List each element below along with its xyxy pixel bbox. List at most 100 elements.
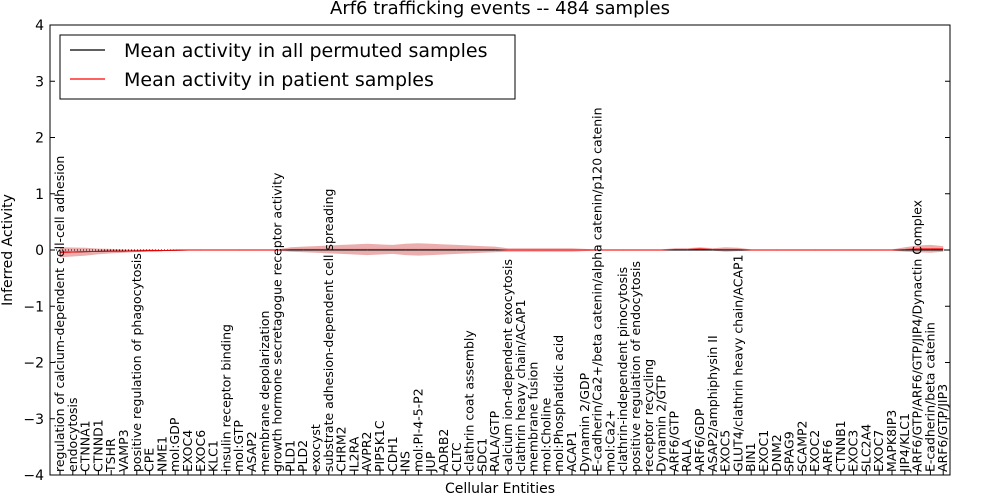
x-category-label: EXOC2 bbox=[807, 430, 822, 472]
series-1-segment bbox=[738, 248, 752, 251]
x-category-label: membrane fusion bbox=[526, 362, 541, 472]
legend-box bbox=[59, 34, 516, 100]
x-category-label: BIN1 bbox=[743, 442, 758, 472]
x-category-label: SCAMP2 bbox=[794, 421, 809, 473]
y-axis-label: Inferred Activity bbox=[0, 194, 16, 306]
x-category-label: RALA bbox=[679, 439, 694, 472]
y-tick-layer: 4 3 2 1 0 −1 −2 −3 −4 bbox=[23, 18, 950, 484]
x-category-label: insulin receptor binding bbox=[218, 324, 233, 472]
legend: Mean activity in all permuted samples Me… bbox=[59, 34, 516, 100]
x-category-label: mol:GTP bbox=[231, 420, 246, 472]
x-category-label: TSHR bbox=[103, 438, 118, 473]
x-category-label: EXOC4 bbox=[180, 430, 195, 472]
x-category-label: Dynamin 2/GTP bbox=[654, 375, 669, 472]
x-axis-label: Cellular Entities bbox=[445, 481, 555, 497]
x-category-label: EXOC6 bbox=[193, 430, 208, 472]
y-tick-label: −4 bbox=[23, 468, 44, 484]
x-category-label: EXOC3 bbox=[846, 430, 861, 472]
x-category-label: JIP4/KLC1 bbox=[897, 413, 912, 473]
x-category-label: GLUT4/clathrin heavy chain/ACAP1 bbox=[730, 254, 745, 472]
series-1-segment bbox=[699, 248, 713, 250]
x-category-label: clathrin heavy chain/ACAP1 bbox=[513, 299, 528, 472]
series-1-segment bbox=[891, 248, 905, 251]
x-category-label: IL2RA bbox=[346, 436, 361, 472]
x-category-label: ARF6/GTP bbox=[666, 411, 681, 472]
x-category-label: RALA/GTP bbox=[487, 410, 502, 472]
x-category-label: receptor recycling bbox=[641, 359, 656, 472]
y-tick-label: 2 bbox=[35, 131, 44, 147]
x-category-label: ARF6/GTP/JIP3 bbox=[935, 384, 950, 472]
x-category-label: mol:GDP bbox=[167, 417, 182, 472]
x-category-label: PLD1 bbox=[282, 440, 297, 472]
x-category-label: clathrin coat assembly bbox=[462, 330, 477, 472]
x-category-label: SPAG9 bbox=[782, 431, 797, 472]
x-category-label: CLTC bbox=[449, 442, 464, 472]
series-1-segment bbox=[495, 248, 509, 251]
y-tick-label: 3 bbox=[35, 74, 44, 90]
x-category-label: E-cadherin/beta catenin bbox=[922, 322, 937, 472]
x-category-label: exocyst bbox=[308, 424, 323, 472]
y-tick-label: 1 bbox=[35, 187, 44, 203]
x-category-label: SLC2A4 bbox=[858, 424, 873, 472]
x-category-label: regulation of calcium-dependent cell-cel… bbox=[52, 156, 67, 472]
x-category-label: ARF6/GTP/ARF6/GTP/JIP4/Dynactin Complex bbox=[910, 200, 925, 472]
x-category-label: clathrin-independent pinocytosis bbox=[615, 267, 630, 472]
x-category-label: mol:Ca2+ bbox=[602, 410, 617, 472]
x-category-label: calcium ion-dependent exocytosis bbox=[500, 259, 515, 472]
x-category-label: CTNNB1 bbox=[833, 420, 848, 472]
x-category-label: ARF6/GDP bbox=[692, 408, 707, 472]
x-category-layer: regulation of calcium-dependent cell-cel… bbox=[52, 107, 950, 475]
x-category-label: MAPK8IP3 bbox=[884, 410, 899, 472]
x-category-label: PIP5K1C bbox=[372, 420, 387, 472]
x-category-label: positive regulation of endocytosis bbox=[628, 261, 643, 472]
x-category-label: growth hormone secretagogue receptor act… bbox=[270, 172, 285, 472]
x-category-label: JUP bbox=[423, 451, 438, 473]
y-tick-label: −1 bbox=[23, 299, 44, 315]
x-category-label: PLD2 bbox=[295, 440, 310, 472]
x-category-label: Dynamin 2/GDP bbox=[577, 372, 592, 472]
x-category-label: mol:PI-4-5-P2 bbox=[410, 388, 425, 472]
x-category-label: endocytosis bbox=[65, 397, 80, 472]
x-category-label: ACAP1 bbox=[564, 431, 579, 472]
x-category-label: EXOC5 bbox=[718, 430, 733, 472]
x-category-label: EXOC7 bbox=[871, 430, 886, 472]
x-category-label: substrate adhesion-dependent cell spread… bbox=[321, 189, 336, 472]
x-category-label: INS bbox=[398, 451, 413, 472]
x-category-label: membrane depolarization bbox=[257, 311, 272, 472]
x-category-label: mol:Choline bbox=[538, 397, 553, 472]
x-category-label: ARF6 bbox=[820, 440, 835, 472]
x-category-label: E-cadherin/Ca2+/beta catenin/alpha caten… bbox=[590, 107, 605, 472]
plot-frame bbox=[49, 24, 951, 476]
series-1-segment bbox=[277, 248, 291, 251]
x-category-label: CDH1 bbox=[385, 436, 400, 472]
x-category-label: CPE bbox=[142, 448, 157, 472]
x-category-label: CTNND1 bbox=[90, 419, 105, 472]
x-category-label: KLC1 bbox=[206, 440, 221, 472]
x-category-label: CTNNA1 bbox=[78, 420, 93, 472]
legend-label-patient: Mean activity in patient samples bbox=[124, 69, 434, 91]
x-category-label: positive regulation of phagocytosis bbox=[129, 253, 144, 472]
y-tick-label: 0 bbox=[35, 243, 44, 259]
x-category-label: CHRM2 bbox=[334, 426, 349, 472]
y-tick-label: −2 bbox=[23, 356, 44, 372]
x-category-label: mol:Phosphatidic acid bbox=[551, 335, 566, 472]
x-category-label: ASAP2 bbox=[244, 431, 259, 472]
series-1-segment bbox=[661, 248, 675, 251]
x-category-label: NME1 bbox=[154, 436, 169, 472]
series-1-segment bbox=[904, 248, 918, 250]
y-tick-label: −3 bbox=[23, 412, 44, 428]
x-category-label: VAMP3 bbox=[116, 429, 131, 472]
x-category-label: ASAP2/amphiphysin II bbox=[705, 335, 720, 472]
series-layer bbox=[59, 248, 944, 253]
series-1 bbox=[59, 248, 944, 253]
x-category-label: EXOC1 bbox=[756, 430, 771, 472]
chart-title: Arf6 trafficking events -- 484 samples bbox=[330, 0, 670, 19]
x-category-label: SDC1 bbox=[474, 438, 489, 472]
x-category-label: AVPR2 bbox=[359, 432, 374, 472]
y-tick-label: 4 bbox=[35, 18, 44, 34]
x-category-label: ADRB2 bbox=[436, 429, 451, 472]
series-1-segment bbox=[687, 248, 701, 250]
legend-label-permuted: Mean activity in all permuted samples bbox=[124, 40, 487, 62]
x-category-label: DNM2 bbox=[769, 434, 784, 472]
